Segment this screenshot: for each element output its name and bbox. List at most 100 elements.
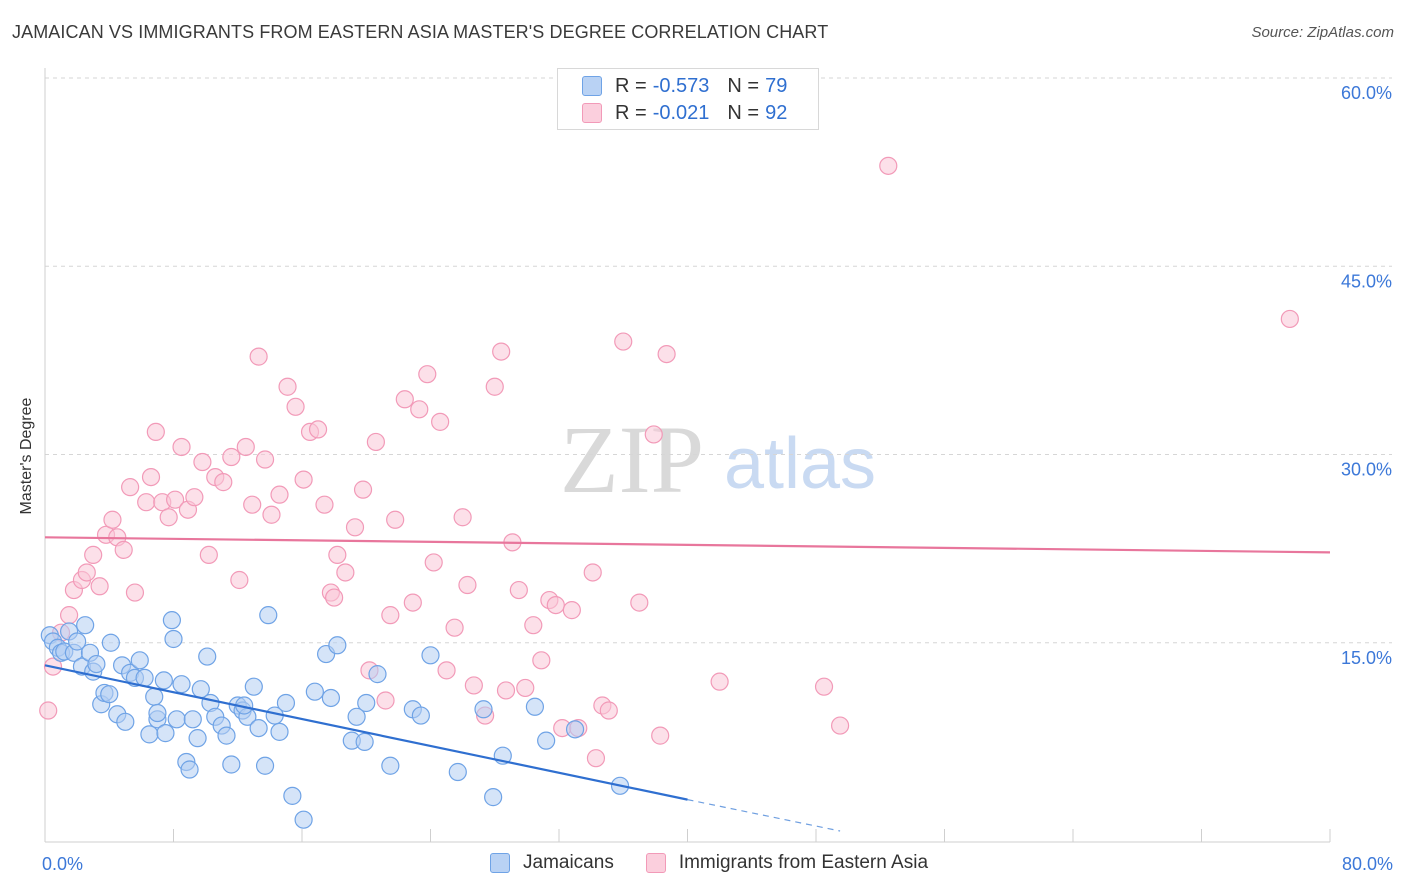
data-point-immigrants <box>185 488 204 507</box>
data-point-immigrants <box>141 467 161 487</box>
data-point-immigrants <box>325 588 344 607</box>
data-point-immigrants <box>830 716 850 735</box>
data-point-immigrants <box>1280 309 1299 329</box>
data-point-jamaicans <box>188 729 207 748</box>
data-point-immigrants <box>524 616 543 635</box>
data-point-immigrants <box>583 563 602 582</box>
legend-n-label: N = <box>727 74 760 97</box>
data-point-immigrants <box>103 510 122 529</box>
data-point-immigrants <box>125 583 145 602</box>
data-point-immigrants <box>492 342 511 361</box>
data-point-immigrants <box>366 432 385 452</box>
data-point-jamaicans <box>162 611 181 630</box>
data-point-jamaicans <box>565 720 585 739</box>
source-label: Source: ZipAtlas.com <box>1251 24 1394 41</box>
data-point-jamaicans <box>328 636 347 655</box>
data-point-immigrants <box>214 473 233 492</box>
data-point-immigrants <box>77 563 96 582</box>
data-point-immigrants <box>270 485 289 504</box>
data-point-immigrants <box>586 749 606 768</box>
data-point-jamaicans <box>537 731 556 750</box>
legend-label-jamaicans: Jamaicans <box>523 852 614 873</box>
legend-n-value: 92 <box>765 101 788 124</box>
x-tick-labels: 0.0% 80.0% <box>42 854 1393 874</box>
data-point-immigrants <box>286 397 305 416</box>
watermark-zip: ZIP <box>560 406 704 513</box>
data-point-immigrants <box>710 672 729 691</box>
data-point-immigrants <box>458 575 477 595</box>
legend-r-label: R = <box>615 74 647 97</box>
data-point-jamaicans <box>305 682 324 701</box>
data-point-jamaicans <box>347 707 366 726</box>
data-point-immigrants <box>410 400 429 419</box>
data-point-immigrants <box>630 593 649 612</box>
trend-line-jamaicans <box>44 664 688 801</box>
legend-item-jamaicans[interactable]: Jamaicans <box>490 852 614 874</box>
data-point-jamaicans <box>270 722 289 741</box>
data-point-immigrants <box>562 601 581 620</box>
grid <box>45 77 1392 644</box>
data-point-jamaicans <box>249 718 268 738</box>
legend-item-immigrants[interactable]: Immigrants from Eastern Asia <box>645 852 929 874</box>
data-point-jamaicans <box>484 788 503 807</box>
data-point-immigrants <box>546 595 565 615</box>
data-point-immigrants <box>243 495 262 514</box>
legend-swatch-jamaicans <box>582 76 602 96</box>
legend-row-jamaicans: R = -0.573 N = 79 <box>582 74 787 98</box>
data-point-jamaicans <box>183 710 202 729</box>
data-point-immigrants <box>445 618 464 637</box>
watermark: ZIP atlas <box>560 406 876 513</box>
data-point-immigrants <box>121 478 140 497</box>
watermark-atlas: atlas <box>724 424 876 504</box>
data-point-jamaicans <box>145 687 164 706</box>
data-point-jamaicans <box>421 646 440 665</box>
data-point-jamaicans <box>276 693 296 713</box>
data-point-immigrants <box>278 377 297 396</box>
data-point-jamaicans <box>140 725 159 744</box>
data-point-jamaicans <box>87 654 106 674</box>
data-point-immigrants <box>879 156 898 175</box>
data-point-jamaicans <box>217 726 236 745</box>
legend-label-immigrants: Immigrants from Eastern Asia <box>678 852 929 873</box>
y-tick-labels: 15.0% 30.0% 45.0% 60.0% <box>1341 83 1392 668</box>
trend-extension-jamaicans <box>687 799 841 832</box>
data-point-immigrants <box>230 570 249 590</box>
data-point-immigrants <box>614 332 633 351</box>
legend-swatch-immigrants <box>645 853 666 873</box>
data-point-jamaicans <box>357 693 376 713</box>
data-point-immigrants <box>146 422 165 442</box>
data-point-immigrants <box>418 365 437 384</box>
data-point-immigrants <box>403 593 422 612</box>
data-point-jamaicans <box>116 712 135 731</box>
legend-r-label: R = <box>615 101 647 124</box>
data-point-jamaicans <box>154 671 173 690</box>
legend-n-label: N = <box>727 101 760 124</box>
data-point-immigrants <box>431 412 450 431</box>
y-tick-label: 15.0% <box>1341 648 1392 668</box>
data-point-immigrants <box>651 726 670 745</box>
data-point-jamaicans <box>381 756 400 775</box>
data-point-jamaicans <box>368 665 387 684</box>
data-point-immigrants <box>172 437 191 457</box>
data-point-jamaicans <box>167 710 186 729</box>
legend-r-value: -0.021 <box>652 101 710 124</box>
data-point-jamaicans <box>101 633 120 652</box>
data-point-jamaicans <box>321 688 341 708</box>
data-point-jamaicans <box>156 724 175 743</box>
data-point-immigrants <box>222 447 241 467</box>
chart-title: JAMAICAN VS IMMIGRANTS FROM EASTERN ASIA… <box>12 22 829 42</box>
series-jamaicans <box>40 606 630 829</box>
data-point-jamaicans <box>259 606 278 625</box>
data-point-immigrants <box>437 661 456 680</box>
data-point-immigrants <box>255 450 275 469</box>
data-point-jamaicans <box>68 632 87 651</box>
data-point-immigrants <box>137 493 156 512</box>
data-point-immigrants <box>199 545 218 565</box>
data-point-immigrants <box>114 540 133 559</box>
data-point-jamaicans <box>180 760 199 779</box>
data-point-jamaicans <box>130 651 149 670</box>
data-point-immigrants <box>516 678 535 698</box>
data-point-jamaicans <box>525 697 545 716</box>
data-point-immigrants <box>814 677 834 696</box>
